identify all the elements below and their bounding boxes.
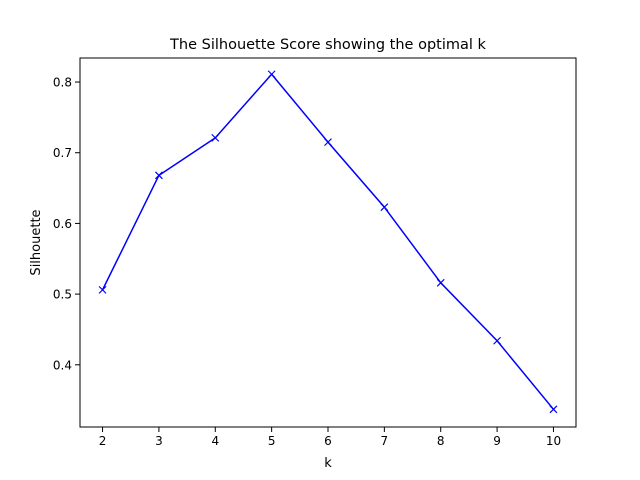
y-tick-label: 0.5 [53, 288, 72, 302]
x-tick-label: 3 [155, 434, 163, 448]
data-point-marker [324, 138, 332, 147]
marker-stroke [211, 133, 220, 142]
x-tick-label: 4 [211, 434, 219, 448]
data-point-marker [211, 133, 220, 142]
y-tick-label: 0.7 [53, 146, 72, 160]
data-point-marker [154, 171, 163, 180]
y-tick-label: 0.4 [53, 358, 72, 372]
x-tick-label: 2 [99, 434, 107, 448]
data-point-marker [380, 203, 389, 212]
series-line [101, 73, 555, 410]
y-axis-label: Silhouette [29, 209, 44, 275]
y-tick-label: 0.8 [53, 76, 72, 90]
data-point-marker [436, 278, 445, 287]
x-tick-label: 7 [381, 434, 389, 448]
x-tick-label: 8 [437, 434, 445, 448]
data-point-marker [549, 405, 558, 414]
marker-stroke [98, 285, 107, 294]
x-axis-label: k [324, 456, 332, 471]
data-point-marker [98, 285, 107, 294]
marker-stroke [493, 336, 502, 345]
axes-frame [79, 57, 577, 428]
data-point-marker [267, 70, 276, 79]
marker-stroke [436, 278, 445, 287]
marker-stroke [380, 203, 389, 212]
x-tick-label: 9 [493, 434, 501, 448]
chart-title: The Silhouette Score showing the optimal… [169, 37, 486, 53]
x-axis: 2 3 4 5 6 7 8 9 10 [99, 427, 561, 448]
marker-stroke [267, 70, 276, 79]
plot-area [98, 70, 558, 414]
x-tick-label: 5 [268, 434, 276, 448]
marker-stroke [324, 138, 332, 147]
x-tick-label: 6 [324, 434, 332, 448]
marker-stroke [549, 405, 558, 414]
x-tick-label: 10 [546, 434, 561, 448]
y-tick-label: 0.6 [53, 217, 72, 231]
y-axis: 0.4 0.5 0.6 0.7 0.8 [53, 76, 80, 372]
marker-stroke [154, 171, 163, 180]
data-point-marker [493, 336, 502, 345]
